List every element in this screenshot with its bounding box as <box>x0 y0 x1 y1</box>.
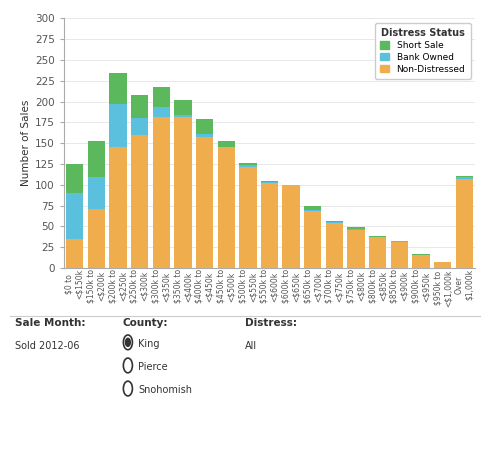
Bar <box>152 108 170 117</box>
Bar <box>152 87 170 108</box>
Bar <box>261 182 278 183</box>
Bar <box>456 177 473 179</box>
Text: Distress:: Distress: <box>245 318 297 328</box>
Bar <box>88 177 105 209</box>
Bar <box>304 210 321 212</box>
Bar <box>347 230 365 268</box>
Bar <box>391 241 408 242</box>
Bar <box>196 119 213 134</box>
Bar <box>131 135 148 268</box>
Circle shape <box>125 338 130 346</box>
Bar <box>347 227 365 229</box>
Bar <box>131 95 148 118</box>
Bar <box>304 212 321 268</box>
Bar <box>218 141 235 147</box>
Text: Snohomish: Snohomish <box>138 385 192 395</box>
Bar <box>239 163 256 165</box>
Text: All: All <box>245 341 257 351</box>
Legend: Short Sale, Bank Owned, Non-Distressed: Short Sale, Bank Owned, Non-Distressed <box>375 23 471 79</box>
Bar <box>174 117 192 268</box>
Bar <box>109 73 126 104</box>
Bar <box>66 193 83 239</box>
Bar <box>196 137 213 268</box>
Y-axis label: Number of Sales: Number of Sales <box>21 100 31 186</box>
Text: King: King <box>138 339 160 349</box>
Bar <box>131 118 148 135</box>
Bar <box>391 242 408 268</box>
Bar <box>66 239 83 268</box>
Bar <box>109 104 126 147</box>
Bar <box>456 176 473 177</box>
Bar <box>239 166 256 268</box>
Bar <box>66 164 83 193</box>
Bar <box>88 209 105 268</box>
Text: Pierce: Pierce <box>138 362 168 372</box>
Bar <box>434 262 451 268</box>
Text: Sold 2012-06: Sold 2012-06 <box>15 341 79 351</box>
Bar <box>326 223 343 268</box>
Bar <box>196 134 213 137</box>
Bar <box>326 222 343 223</box>
Bar <box>174 115 192 117</box>
Bar <box>261 183 278 268</box>
Bar <box>369 237 387 268</box>
Bar <box>109 147 126 268</box>
Bar <box>304 207 321 210</box>
Bar <box>347 229 365 230</box>
Bar <box>261 181 278 182</box>
Bar <box>283 185 300 268</box>
Bar <box>174 100 192 115</box>
Bar <box>413 255 430 268</box>
Bar <box>218 147 235 268</box>
Bar <box>413 254 430 255</box>
Text: Sale Month:: Sale Month: <box>15 318 85 328</box>
Text: County:: County: <box>122 318 168 328</box>
Bar <box>152 117 170 268</box>
Bar <box>239 165 256 166</box>
Bar <box>326 221 343 222</box>
Bar <box>88 141 105 177</box>
Bar <box>456 179 473 268</box>
